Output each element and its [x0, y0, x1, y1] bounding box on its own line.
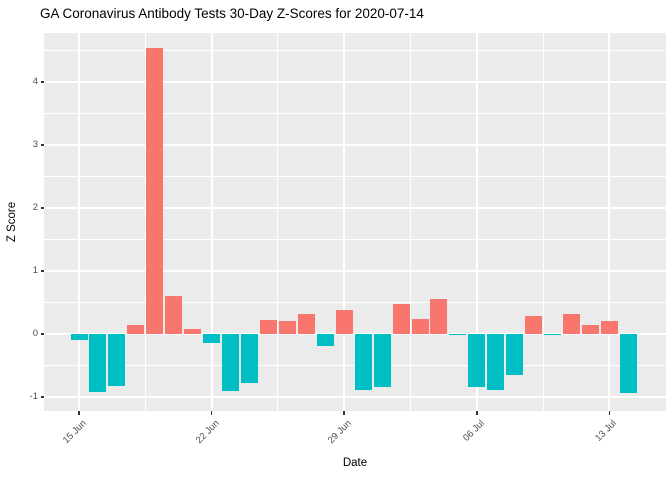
- y-tick-mark: [40, 270, 44, 272]
- x-tick-mark: [476, 411, 478, 415]
- bar-2020-07-10: [544, 334, 562, 336]
- y-tick-mark: [40, 333, 44, 335]
- gridline-minor-horizontal: [44, 113, 666, 114]
- bar-2020-06-27: [297, 313, 315, 334]
- x-tick-mark: [608, 411, 611, 415]
- bar-2020-07-07: [487, 334, 505, 391]
- bar-2020-07-12: [582, 324, 600, 334]
- y-tick-label: 3: [32, 139, 38, 150]
- y-tick-label: -1: [29, 391, 38, 402]
- y-tick-mark: [40, 81, 44, 83]
- bar-2020-07-14: [619, 334, 637, 393]
- y-tick-mark: [40, 207, 44, 209]
- y-tick-mark: [40, 396, 44, 398]
- bar-2020-07-02: [392, 303, 410, 334]
- gridline-minor-horizontal: [44, 176, 666, 177]
- y-tick-label: 0: [32, 328, 38, 339]
- gridline-major-vertical: [608, 33, 611, 411]
- bar-2020-06-24: [241, 334, 258, 384]
- bar-2020-06-20: [165, 296, 183, 334]
- x-axis-title: Date: [342, 457, 368, 469]
- gridline-major-horizontal: [44, 81, 666, 83]
- gridline-minor-horizontal: [44, 50, 666, 51]
- gridline-major-horizontal: [44, 396, 666, 398]
- gridline-major-vertical: [475, 33, 478, 411]
- gridline-major-vertical: [78, 33, 80, 411]
- y-tick-label: 2: [32, 202, 38, 213]
- bar-2020-06-26: [278, 320, 296, 334]
- gridline-minor-vertical: [410, 33, 412, 411]
- y-tick-label: 4: [32, 76, 38, 87]
- gridline-minor-horizontal: [44, 302, 666, 303]
- gridline-minor-vertical: [542, 33, 544, 411]
- bar-2020-06-16: [89, 334, 107, 392]
- x-tick-mark: [343, 411, 345, 415]
- gridline-major-horizontal: [44, 207, 666, 209]
- x-tick-mark: [78, 411, 80, 415]
- bar-2020-06-19: [146, 47, 164, 334]
- bar-2020-07-09: [525, 315, 543, 334]
- y-tick-mark: [40, 144, 44, 146]
- bar-2020-07-06: [468, 334, 486, 387]
- chart-title: GA Coronavirus Antibody Tests 30-Day Z-S…: [40, 6, 424, 21]
- bar-2020-06-17: [108, 334, 126, 386]
- gridline-minor-horizontal: [44, 239, 666, 240]
- y-tick-label: 1: [32, 265, 38, 276]
- bar-2020-07-01: [373, 334, 391, 387]
- plot-panel: [44, 33, 666, 411]
- gridline-minor-vertical: [144, 33, 146, 411]
- bar-2020-06-29: [335, 310, 353, 334]
- gridline-minor-vertical: [277, 33, 279, 411]
- bar-2020-06-28: [316, 334, 334, 346]
- bar-2020-06-21: [184, 328, 202, 334]
- bar-2020-07-08: [506, 334, 524, 375]
- bar-2020-06-15: [70, 334, 88, 341]
- gridline-major-horizontal: [44, 270, 666, 272]
- bar-2020-07-03: [411, 318, 429, 334]
- bar-2020-07-05: [449, 334, 467, 336]
- gridline-major-horizontal: [44, 144, 666, 146]
- x-tick-mark: [210, 411, 213, 415]
- bar-2020-07-04: [430, 299, 448, 334]
- gridline-major-vertical: [210, 33, 213, 411]
- bar-2020-06-22: [203, 334, 221, 344]
- gridline-major-vertical: [343, 33, 346, 411]
- bar-2020-07-13: [600, 320, 618, 334]
- bar-2020-07-11: [563, 313, 581, 334]
- bar-2020-06-25: [259, 320, 277, 334]
- bar-2020-06-23: [222, 334, 240, 391]
- y-axis-title: Z Score: [6, 201, 18, 243]
- bar-2020-06-18: [127, 324, 145, 334]
- bar-2020-06-30: [354, 334, 372, 391]
